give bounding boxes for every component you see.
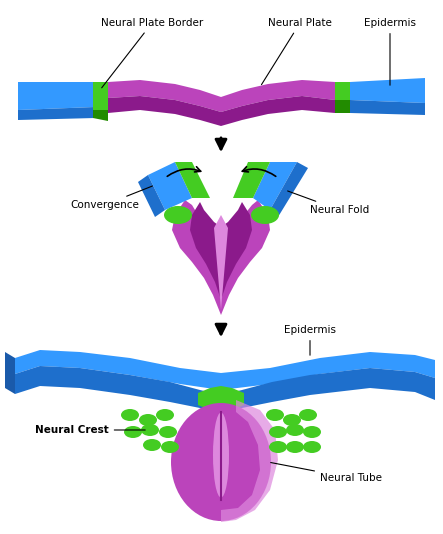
Text: Neural Plate: Neural Plate [261, 18, 332, 85]
Text: Epidermis: Epidermis [284, 325, 336, 355]
Polygon shape [148, 162, 192, 210]
Ellipse shape [156, 409, 174, 421]
Polygon shape [93, 110, 108, 121]
Ellipse shape [266, 409, 284, 421]
Ellipse shape [213, 412, 229, 498]
Text: Neural Tube: Neural Tube [271, 462, 382, 483]
Polygon shape [175, 162, 210, 198]
Ellipse shape [303, 441, 321, 453]
Polygon shape [198, 386, 244, 412]
Polygon shape [5, 352, 15, 394]
Polygon shape [108, 80, 335, 112]
Polygon shape [18, 107, 95, 120]
Polygon shape [233, 162, 270, 198]
Text: Convergence: Convergence [70, 186, 152, 210]
Ellipse shape [141, 424, 159, 436]
Ellipse shape [171, 403, 271, 521]
Polygon shape [93, 82, 108, 110]
Text: Neural Fold: Neural Fold [288, 191, 369, 215]
Ellipse shape [286, 441, 304, 453]
Ellipse shape [143, 439, 161, 451]
Polygon shape [270, 162, 308, 217]
Ellipse shape [164, 206, 192, 224]
Ellipse shape [251, 206, 279, 224]
Ellipse shape [269, 441, 287, 453]
Ellipse shape [139, 414, 157, 426]
Ellipse shape [121, 409, 139, 421]
Text: Epidermis: Epidermis [364, 18, 416, 85]
Ellipse shape [269, 426, 287, 438]
Polygon shape [15, 350, 435, 390]
Ellipse shape [286, 424, 304, 436]
Polygon shape [172, 200, 270, 315]
Polygon shape [350, 100, 425, 115]
Ellipse shape [161, 441, 179, 453]
Ellipse shape [159, 426, 177, 438]
Ellipse shape [299, 409, 317, 421]
Polygon shape [15, 366, 435, 413]
Text: Neural Crest: Neural Crest [35, 425, 145, 435]
Ellipse shape [124, 426, 142, 438]
Polygon shape [350, 78, 425, 103]
Polygon shape [214, 215, 228, 310]
Polygon shape [190, 202, 252, 300]
Polygon shape [253, 162, 297, 210]
Polygon shape [108, 96, 335, 126]
Ellipse shape [303, 426, 321, 438]
Text: Neural Plate Border: Neural Plate Border [101, 18, 203, 88]
Polygon shape [335, 82, 350, 100]
Polygon shape [18, 82, 95, 110]
Ellipse shape [283, 414, 301, 426]
Polygon shape [335, 100, 350, 113]
Polygon shape [221, 400, 278, 522]
Polygon shape [138, 175, 165, 217]
